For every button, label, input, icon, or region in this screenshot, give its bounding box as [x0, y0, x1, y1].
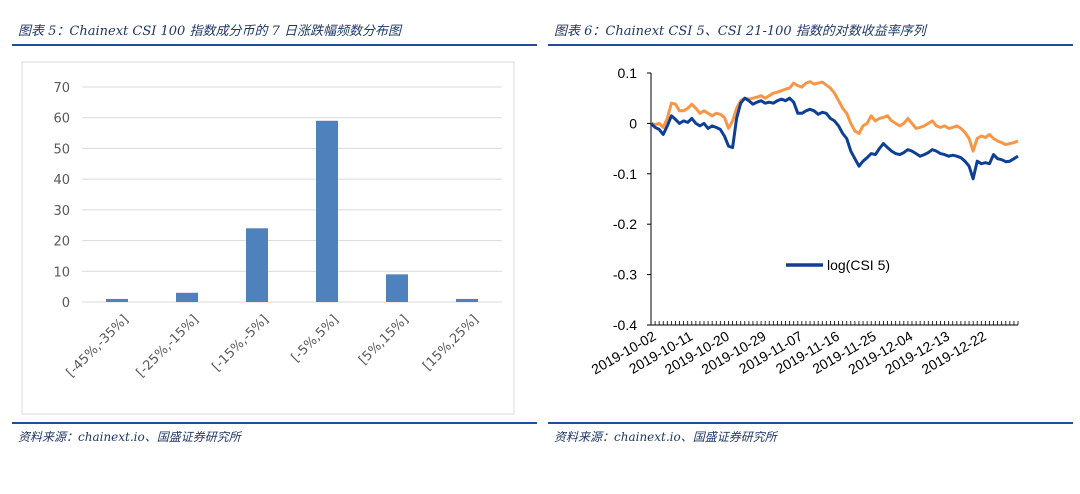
- histogram-bar: [246, 228, 268, 302]
- right-figure-title: 图表 6：Chainext CSI 5、CSI 21-100 指数的对数收益率序…: [554, 24, 926, 39]
- histogram-bar: [386, 274, 408, 302]
- line-series-path: [650, 80, 1019, 153]
- line-legend: log(CSI 5): [786, 257, 890, 273]
- log-return-line-chart: 0.1 0 -0.1 -0.2 -0.3 -0.4 2019-10-022019-10-1…: [588, 65, 1019, 377]
- line-y-tick-label: -0.1: [613, 166, 637, 182]
- histogram-y-tick-label: 0: [62, 296, 70, 311]
- right-title-rule: [548, 44, 1073, 46]
- histogram-y-tick-label: 50: [53, 142, 70, 157]
- histogram-y-tick-label: 40: [53, 173, 70, 188]
- right-source-rule: [548, 422, 1073, 424]
- histogram-y-tick-label: 30: [53, 204, 70, 219]
- line-y-tick-label: 0.1: [618, 65, 638, 81]
- histogram-y-tick-label: 70: [53, 81, 70, 96]
- line-y-tick-label: -0.2: [613, 216, 637, 232]
- line-y-tick-label: -0.3: [613, 267, 637, 283]
- left-source-note: 资料来源：chainext.io、国盛证券研究所: [18, 430, 241, 444]
- line-y-tick-label: -0.4: [613, 317, 637, 333]
- histogram-bar: [106, 298, 128, 302]
- line-series-group: [649, 80, 1019, 181]
- histogram-bar: [176, 292, 198, 302]
- line-series-path: [649, 96, 1019, 181]
- histogram-y-tick-label: 20: [53, 235, 70, 250]
- legend-label-csi5: log(CSI 5): [827, 257, 890, 273]
- histogram-bar: [316, 120, 338, 303]
- left-source-rule: [12, 422, 537, 424]
- histogram-y-axis: 0 10 20 30 40 50 60 70: [53, 81, 70, 311]
- right-source-note: 资料来源：chainext.io、国盛证券研究所: [554, 430, 777, 444]
- line-x-axis: 2019-10-022019-10-112019-10-202019-10-29…: [588, 72, 1019, 377]
- right-figure-panel: 图表 6：Chainext CSI 5、CSI 21-100 指数的对数收益率序…: [548, 0, 1073, 494]
- left-title-rule: [12, 44, 537, 46]
- histogram-bars: [106, 120, 478, 303]
- histogram-y-tick-label: 60: [53, 112, 70, 127]
- histogram-bar: [456, 298, 478, 302]
- line-y-tick-label: 0: [629, 115, 637, 131]
- line-y-axis: 0.1 0 -0.1 -0.2 -0.3 -0.4: [613, 65, 637, 333]
- left-figure-panel: 图表 5：Chainext CSI 100 指数成分币的 7 日涨跌幅频数分布图…: [12, 0, 537, 494]
- left-figure-title: 图表 5：Chainext CSI 100 指数成分币的 7 日涨跌幅频数分布图: [18, 24, 401, 39]
- histogram-y-tick-label: 10: [53, 265, 70, 280]
- histogram-gridlines: [82, 86, 502, 303]
